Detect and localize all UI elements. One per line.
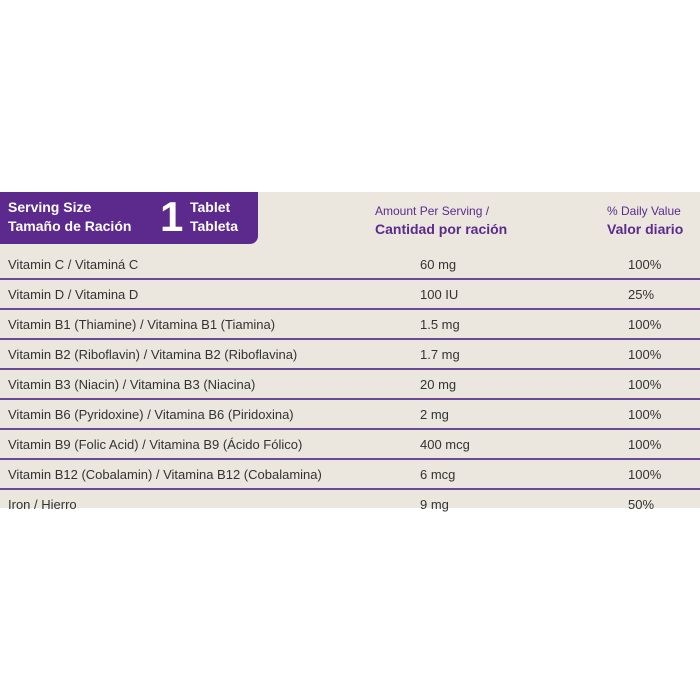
nutrient-name: Vitamin B3 (Niacin) / Vitamina B3 (Niaci… — [8, 377, 256, 392]
supplement-facts-label: Serving Size Tamaño de Ración 1 Tablet T… — [0, 192, 700, 512]
nutrient-daily-value: 100% — [628, 377, 662, 392]
amount-header: Amount Per Serving / Cantidad por ración — [375, 204, 507, 237]
nutrient-name: Vitamin B2 (Riboflavin) / Vitamina B2 (R… — [8, 347, 298, 362]
amount-header-es: Cantidad por ración — [375, 221, 508, 237]
nutrient-name: Vitamin D / Vitamina D — [8, 287, 139, 302]
nutrient-daily-value: 100% — [628, 467, 662, 482]
nutrient-table: Vitamin C / Vitaminá C 60 mg 100% Vitamin D… — [0, 250, 700, 518]
serving-size-label-es: Tamaño de Ración — [8, 218, 132, 234]
nutrient-amount: 6 mcg — [420, 467, 456, 482]
nutrient-daily-value: 100% — [628, 257, 662, 272]
nutrient-daily-value: 100% — [628, 437, 662, 452]
nutrient-amount: 100 IU — [420, 287, 459, 302]
nutrient-daily-value: 100% — [628, 317, 662, 332]
table-row: Vitamin B12 (Cobalamin) / Vitamina B12 (… — [0, 460, 700, 490]
nutrient-name: Vitamin B6 (Pyridoxine) / Vitamina B6 (P… — [8, 407, 294, 422]
nutrient-daily-value: 25% — [628, 287, 655, 302]
serving-unit-es: Tableta — [190, 218, 238, 234]
table-row: Iron / Hierro 9 mg 50% — [0, 490, 700, 518]
nutrient-name: Vitamin B1 (Thiamine) / Vitamina B1 (Tia… — [8, 317, 276, 332]
nutrient-amount: 400 mcg — [420, 437, 470, 452]
table-row: Vitamin B6 (Pyridoxine) / Vitamina B6 (P… — [0, 400, 700, 430]
serving-size-label-en: Serving Size — [8, 199, 92, 215]
serving-quantity: 1 — [160, 193, 184, 240]
nutrient-amount: 9 mg — [420, 497, 449, 512]
amount-header-en: Amount Per Serving / — [375, 204, 490, 218]
table-row: Vitamin B2 (Riboflavin) / Vitamina B2 (R… — [0, 340, 700, 370]
nutrient-daily-value: 50% — [628, 497, 655, 512]
serving-unit-en: Tablet — [190, 199, 231, 215]
table-row: Vitamin B9 (Folic Acid) / Vitamina B9 (Á… — [0, 430, 700, 460]
daily-value-header: % Daily Value Valor diario — [607, 204, 683, 237]
serving-size-box: Serving Size Tamaño de Ración 1 Tablet T… — [0, 192, 258, 244]
nutrient-name: Vitamin B9 (Folic Acid) / Vitamina B9 (Á… — [8, 437, 303, 452]
table-row: Vitamin B3 (Niacin) / Vitamina B3 (Niaci… — [0, 370, 700, 400]
dv-header-en: % Daily Value — [607, 204, 681, 218]
nutrient-name: Vitamin B12 (Cobalamin) / Vitamina B12 (… — [8, 467, 322, 482]
nutrient-amount: 60 mg — [420, 257, 457, 272]
nutrient-amount: 20 mg — [420, 377, 457, 392]
nutrient-name: Iron / Hierro — [8, 497, 77, 512]
nutrient-amount: 2 mg — [420, 407, 449, 422]
table-row: Vitamin B1 (Thiamine) / Vitamina B1 (Tia… — [0, 310, 700, 340]
dv-header-es: Valor diario — [607, 221, 684, 237]
nutrient-name: Vitamin C / Vitaminá C — [8, 257, 139, 272]
nutrient-amount: 1.5 mg — [420, 317, 460, 332]
table-row: Vitamin D / Vitamina D 100 IU 25% — [0, 280, 700, 310]
table-row: Vitamin C / Vitaminá C 60 mg 100% — [0, 250, 700, 280]
nutrient-amount: 1.7 mg — [420, 347, 460, 362]
nutrient-daily-value: 100% — [628, 407, 662, 422]
nutrient-daily-value: 100% — [628, 347, 662, 362]
